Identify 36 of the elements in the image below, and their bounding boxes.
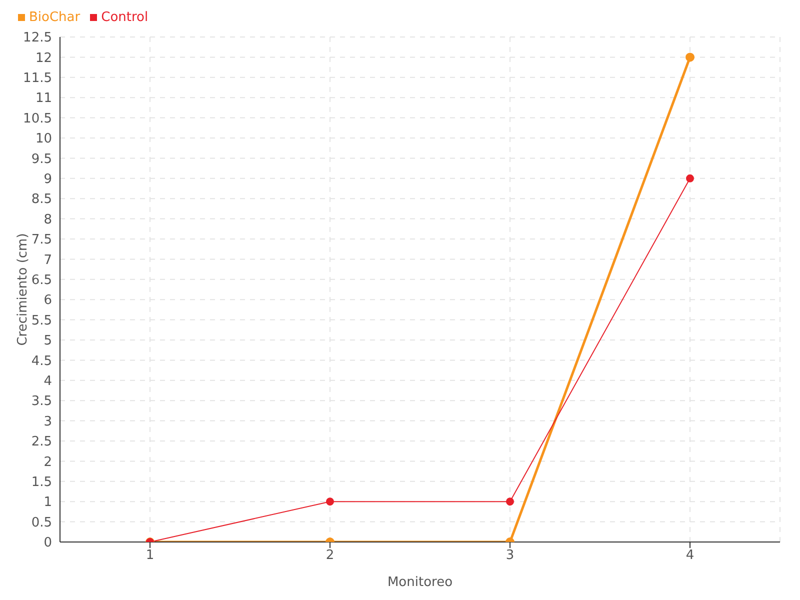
y-tick-label: 7.5 (31, 232, 52, 248)
y-tick-label: 10.5 (23, 111, 52, 126)
y-tick-label: 9 (44, 172, 52, 188)
x-tick-label: 1 (146, 548, 154, 564)
y-tick-label: 6.5 (31, 273, 52, 288)
y-tick-label: 11 (35, 91, 52, 106)
y-tick-label: 6 (44, 293, 52, 308)
y-tick-label: 3.5 (31, 394, 52, 410)
y-tick-label: 9.5 (31, 152, 52, 167)
y-tick-label: 12 (35, 50, 52, 66)
y-tick-label: 8.5 (31, 192, 52, 208)
x-axis-title: Monitoreo (387, 575, 453, 590)
point (686, 174, 694, 182)
y-tick-label: 0 (44, 536, 52, 551)
x-tick-label: 4 (686, 548, 694, 564)
y-tick-label: 4 (44, 374, 52, 390)
x-tick-label: 2 (326, 548, 334, 564)
y-tick-label: 11.5 (23, 71, 52, 86)
y-tick-label: 5 (44, 334, 52, 349)
y-tick-label: 12.5 (23, 30, 52, 46)
legend-label: Control (101, 10, 148, 25)
y-tick-label: 1 (44, 495, 52, 510)
y-tick-label: 1.5 (31, 475, 52, 490)
y-tick-label: 2 (44, 454, 52, 470)
y-tick-label: 5.5 (31, 313, 52, 328)
y-tick-label: 7 (44, 252, 52, 268)
y-axis-title: Crecimiento (cm) (16, 233, 31, 346)
y-tick-label: 0.5 (31, 515, 52, 530)
legend-label: BioChar (29, 10, 80, 25)
y-tick-label: 4.5 (31, 354, 52, 369)
y-tick-label: 10 (35, 132, 52, 147)
y-tick-label: 2.5 (31, 434, 52, 450)
y-tick-label: 8 (44, 212, 52, 228)
point (686, 52, 694, 62)
x-tick-label: 3 (506, 548, 514, 564)
y-tick-label: 3 (44, 414, 52, 430)
